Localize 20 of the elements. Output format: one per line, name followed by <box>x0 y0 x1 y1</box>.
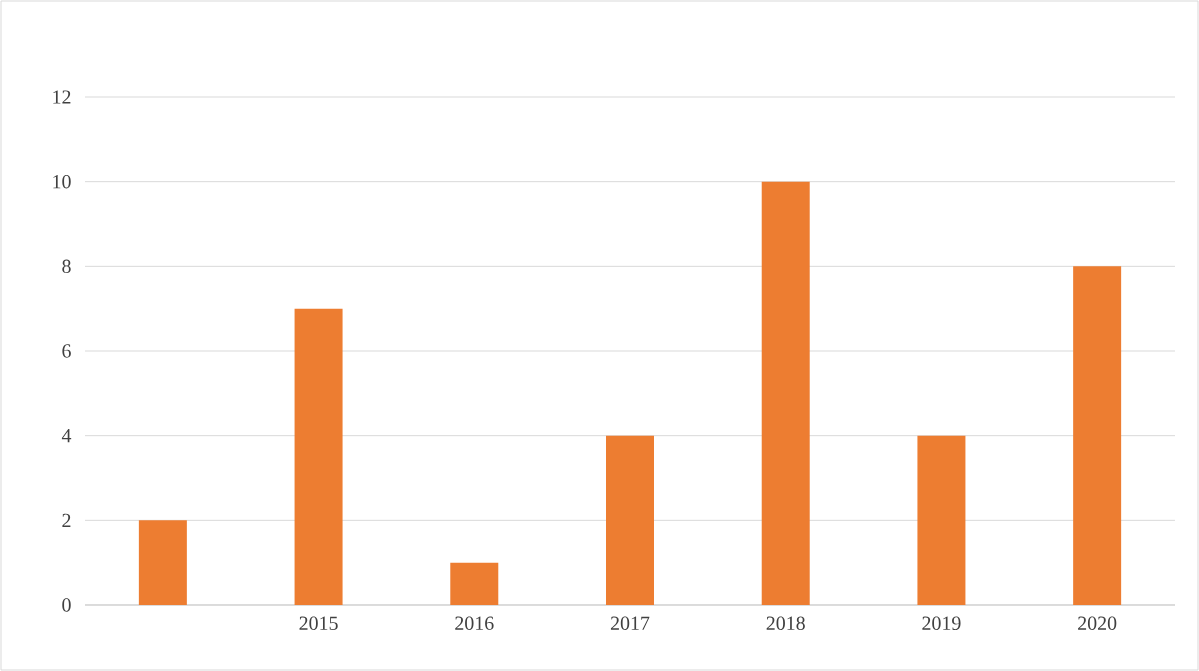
bar <box>761 181 810 605</box>
bar <box>138 520 187 605</box>
x-tick-label: 2016 <box>455 616 494 630</box>
y-tick-label: 12 <box>53 90 71 104</box>
x-tick-label: 2015 <box>299 616 338 630</box>
bar <box>450 562 499 605</box>
bar <box>1073 266 1122 605</box>
y-tick-label: 2 <box>62 513 71 527</box>
x-tick-label: 2017 <box>610 616 650 630</box>
y-tick-label: 0 <box>62 598 71 612</box>
y-tick-label: 6 <box>62 344 71 358</box>
x-tick-label: 2020 <box>1078 616 1117 630</box>
bar <box>294 308 343 605</box>
x-tick-label: 2018 <box>766 616 805 630</box>
bar <box>606 435 654 605</box>
y-tick-label: 10 <box>53 174 71 189</box>
y-tick-label: 8 <box>62 259 71 274</box>
x-tick-label: 2019 <box>922 616 961 630</box>
y-tick-label: 4 <box>61 429 72 443</box>
bar <box>917 435 966 605</box>
